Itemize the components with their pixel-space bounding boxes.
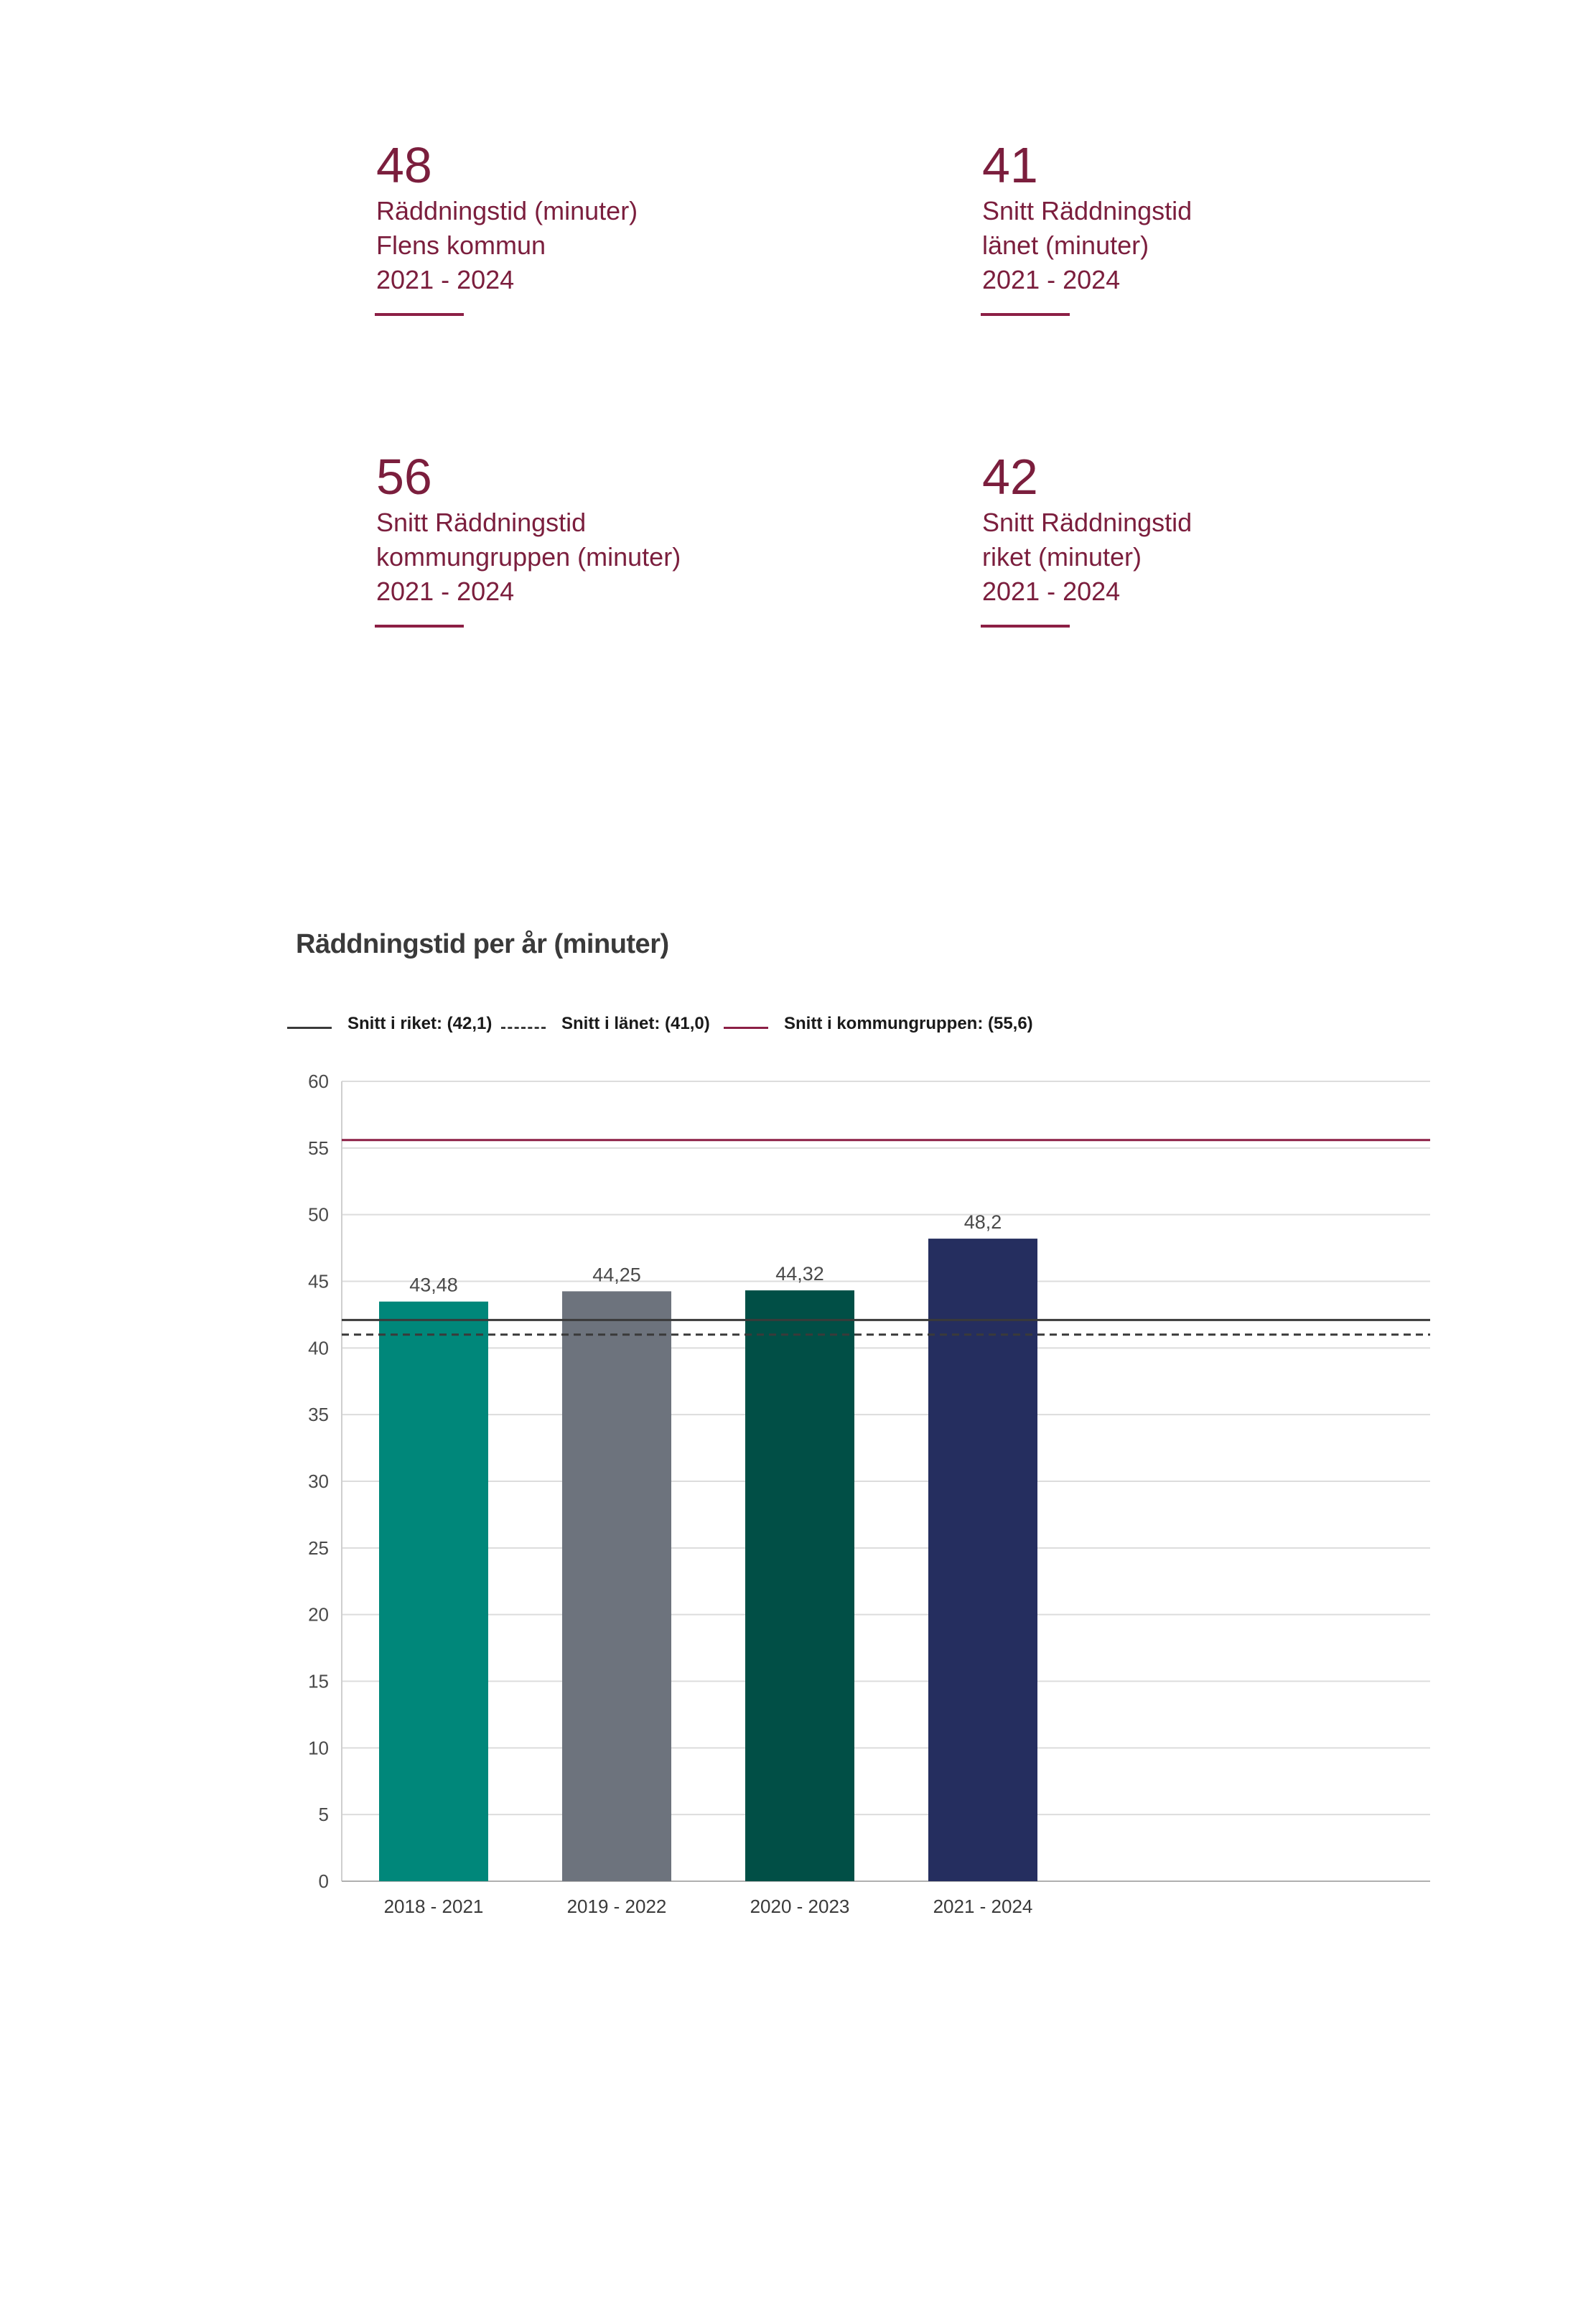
bar-value-label: 44,25 <box>592 1264 641 1285</box>
stat-value: 48 <box>376 137 432 193</box>
stat-flens-kommun: 48 Räddningstid (minuter) Flens kommun 2… <box>375 136 879 316</box>
bar-value-label: 48,2 <box>964 1211 1002 1233</box>
x-tick-label: 2021 - 2024 <box>933 1896 1033 1917</box>
stat-label-line: Räddningstid (minuter) <box>376 196 638 225</box>
x-tick-label: 2019 - 2022 <box>567 1896 667 1917</box>
stat-label-line: 2021 - 2024 <box>982 577 1121 606</box>
y-tick-label: 10 <box>308 1737 329 1758</box>
stat-divider <box>375 625 464 628</box>
stat-label-line: kommungruppen (minuter) <box>376 542 681 572</box>
stat-lanet: 41 Snitt Räddningstid länet (minuter) 20… <box>981 136 1485 316</box>
legend-swatch-lanet <box>501 1027 546 1029</box>
stat-riket: 42 Snitt Räddningstid riket (minuter) 20… <box>981 448 1485 628</box>
y-tick-label: 45 <box>308 1271 329 1292</box>
stat-value: 42 <box>982 449 1038 505</box>
stat-value: 41 <box>982 137 1038 193</box>
bar-value-label: 43,48 <box>409 1274 458 1296</box>
y-tick-label: 50 <box>308 1204 329 1226</box>
legend-swatch-riket <box>287 1027 332 1029</box>
x-tick-label: 2020 - 2023 <box>750 1896 850 1917</box>
chart-title: Räddningstid per år (minuter) <box>296 929 669 959</box>
chart-legend: Snitt i riket: (42,1) Snitt i länet: (41… <box>0 1012 1596 1041</box>
y-tick-label: 25 <box>308 1537 329 1559</box>
stat-label-line: Snitt Räddningstid <box>376 508 587 537</box>
stat-label-line: riket (minuter) <box>982 542 1142 572</box>
y-tick-label: 20 <box>308 1604 329 1626</box>
stat-value: 56 <box>376 449 432 505</box>
stat-label-line: Flens kommun <box>376 230 546 260</box>
bar-2020-2023 <box>745 1290 854 1881</box>
x-tick-label: 2018 - 2021 <box>384 1896 484 1917</box>
legend-swatch-kommungruppen <box>724 1027 768 1029</box>
bar-2018-2021 <box>379 1301 488 1881</box>
stat-label-line: Snitt Räddningstid <box>982 508 1193 537</box>
bar-value-label: 44,32 <box>775 1263 824 1285</box>
stat-label-line: länet (minuter) <box>982 230 1149 260</box>
y-tick-label: 40 <box>308 1337 329 1358</box>
y-tick-label: 15 <box>308 1671 329 1692</box>
bar-2019-2022 <box>562 1291 671 1881</box>
y-tick-label: 55 <box>308 1137 329 1159</box>
stat-label-line: 2021 - 2024 <box>376 577 515 606</box>
y-tick-label: 5 <box>319 1804 329 1825</box>
y-tick-label: 60 <box>308 1071 329 1092</box>
stat-label-line: 2021 - 2024 <box>376 265 515 294</box>
stat-label-line: Snitt Räddningstid <box>982 196 1193 225</box>
stat-divider <box>981 625 1070 628</box>
y-tick-label: 35 <box>308 1404 329 1425</box>
legend-label: Snitt i riket: (42,1) <box>347 1014 493 1033</box>
y-tick-label: 30 <box>308 1471 329 1492</box>
bar-2021-2024 <box>928 1239 1037 1881</box>
stat-label-line: 2021 - 2024 <box>982 265 1121 294</box>
legend-label: Snitt i länet: (41,0) <box>561 1014 710 1033</box>
legend-label: Snitt i kommungruppen: (55,6) <box>784 1014 1033 1033</box>
stat-divider <box>375 313 464 316</box>
y-tick-label: 0 <box>319 1870 329 1892</box>
stat-divider <box>981 313 1070 316</box>
stat-kommungruppen: 56 Snitt Räddningstid kommungruppen (min… <box>375 448 879 628</box>
